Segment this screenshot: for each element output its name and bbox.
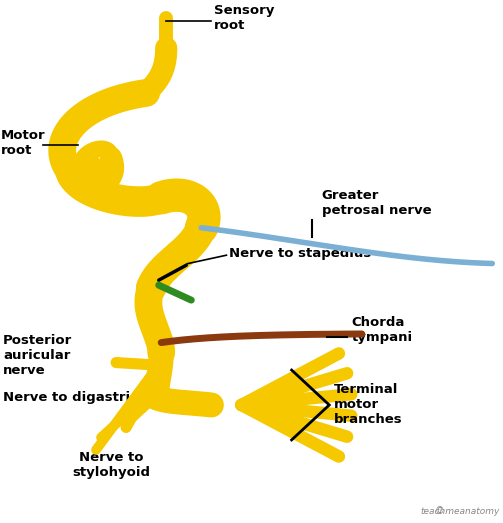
Text: teachmeanatomy: teachmeanatomy <box>421 507 500 516</box>
Text: Nerve to
stylohyoid: Nerve to stylohyoid <box>72 451 150 479</box>
Text: Sensory
root: Sensory root <box>214 4 274 32</box>
Text: Motor
root: Motor root <box>1 129 45 157</box>
Text: Greater
petrosaI nerve: Greater petrosaI nerve <box>322 189 432 217</box>
Text: Posterior
auricular
nerve: Posterior auricular nerve <box>3 334 72 377</box>
Text: Chorda
tympani: Chorda tympani <box>352 316 413 344</box>
Text: Nerve to digastric: Nerve to digastric <box>3 391 138 404</box>
Text: Nerve to stapedius: Nerve to stapedius <box>229 247 371 260</box>
Text: Terminal
motor
branches: Terminal motor branches <box>334 383 403 426</box>
Text: ©: © <box>435 506 445 516</box>
